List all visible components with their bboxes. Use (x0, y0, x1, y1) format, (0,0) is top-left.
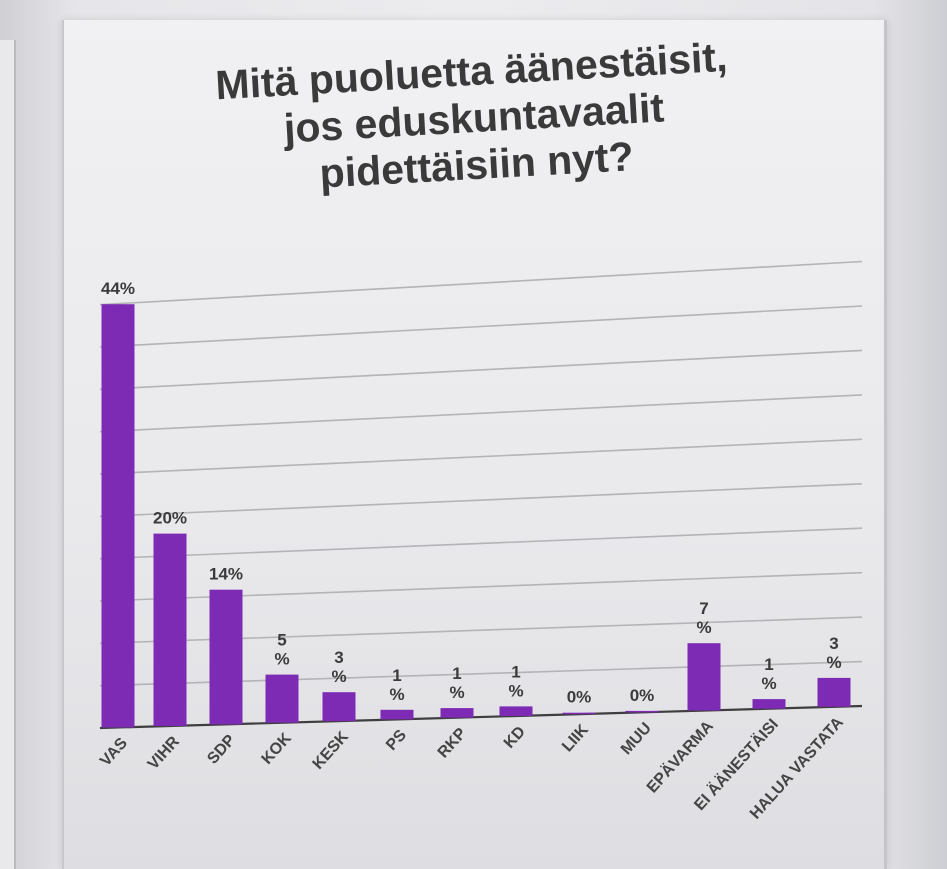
bar-liik (562, 712, 596, 715)
chart-bars (101, 304, 851, 728)
data-label: 3 (829, 634, 838, 653)
data-label: 0% (630, 686, 655, 705)
bar-rkp (440, 708, 474, 718)
data-label: % (389, 685, 404, 704)
bar-epävarma (687, 643, 721, 711)
category-label: LIIK (559, 721, 592, 755)
data-label: 14% (209, 565, 243, 584)
bar-vihr (153, 533, 187, 726)
data-label: 20% (153, 509, 187, 528)
bar-ei-äänestäisi (752, 699, 786, 709)
chart-category-labels: VAS VIHR SDP KOK KESK PS RKP KD LIIK MUUEPÄVARMAE… (97, 714, 847, 823)
category-label: KD (501, 723, 529, 752)
category-label: SDP (204, 731, 239, 767)
category-label: VAS (97, 735, 131, 770)
data-label: 1 (452, 664, 461, 683)
bar-muu (625, 710, 659, 713)
bar-halua-vastata (817, 677, 851, 707)
data-label: 1 (511, 662, 520, 681)
data-label: 1 (392, 666, 401, 685)
gridline (99, 260, 863, 306)
gridline (99, 305, 863, 348)
bar-sdp (209, 589, 243, 725)
category-label: RKP (435, 725, 470, 762)
data-label: 44% (101, 279, 135, 298)
data-label: % (761, 674, 776, 693)
data-label: 3 (334, 648, 343, 667)
gridline (99, 483, 863, 518)
gridline (99, 349, 863, 391)
chart-data-labels: 44%20%14%5% 3% 1%1%1% 0% 0%7%1%3% (101, 279, 842, 707)
bar-kesk (322, 692, 356, 722)
bar-kd (499, 706, 533, 716)
category-label: MUU (618, 720, 655, 758)
gridline (99, 527, 863, 560)
bar-kok (265, 674, 299, 723)
category-label: KOK (259, 730, 296, 768)
category-label: KESK (310, 728, 353, 773)
data-label: 7 (699, 599, 708, 618)
data-label: % (826, 653, 841, 672)
gridline (99, 438, 863, 475)
category-label: PS (383, 726, 410, 753)
bar-vas (101, 304, 135, 728)
data-label: % (449, 683, 464, 702)
chart-gridlines (99, 260, 863, 730)
data-label: % (508, 681, 523, 700)
data-label: % (274, 650, 289, 669)
category-label: VIHR (145, 733, 184, 773)
data-label: 5 (277, 631, 286, 650)
data-label: % (696, 618, 711, 637)
adjacent-slide-edge (0, 40, 16, 869)
data-label: 0% (567, 688, 592, 707)
category-label: EPÄVARMA (643, 717, 717, 797)
data-label: 1 (764, 655, 773, 674)
bar-ps (380, 709, 414, 720)
data-label: % (331, 667, 346, 686)
gridline (99, 394, 863, 433)
